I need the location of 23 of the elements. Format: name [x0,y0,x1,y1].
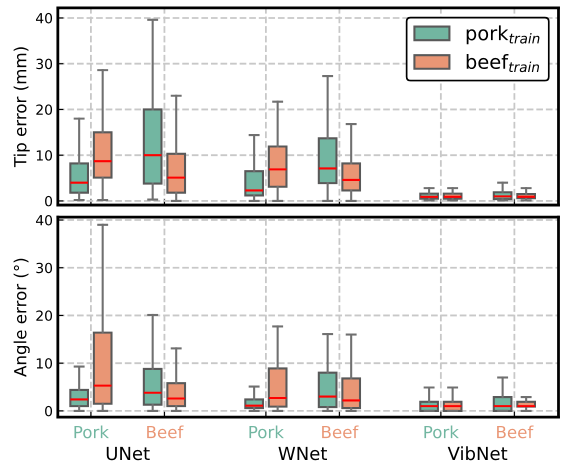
y-tick-label: 0 [45,406,52,416]
y-tick-label: 10 [36,150,52,161]
x-tick-label: Pork [249,425,284,438]
y-tick-label: 30 [36,262,52,274]
y-tick-label: 20 [36,310,52,321]
y-tick-label: 10 [36,358,52,369]
x-tick-label: Beef [322,425,359,438]
y-tick-label: 20 [36,104,52,115]
y-tick-label: 40 [36,12,52,24]
y-tick-label: 40 [36,214,52,226]
y-axis-title: Angle error (°) [14,258,30,377]
legend-label: pork$_{train}$ [466,25,540,44]
legend-label: beef$_{train}$ [466,54,540,72]
x-tick-label: Pork [74,425,109,438]
x-tick-label: Pork [424,425,459,438]
text: VibNet [448,446,508,460]
x-tick-label: Beef [147,425,184,438]
text: WNet [278,446,327,460]
text: UNet [106,446,150,460]
x-tick-label: Beef [497,425,534,438]
y-axis-title: Tip error (mm) [14,47,30,168]
y-tick-label: 0 [45,196,52,206]
y-tick-label: 30 [36,58,52,70]
